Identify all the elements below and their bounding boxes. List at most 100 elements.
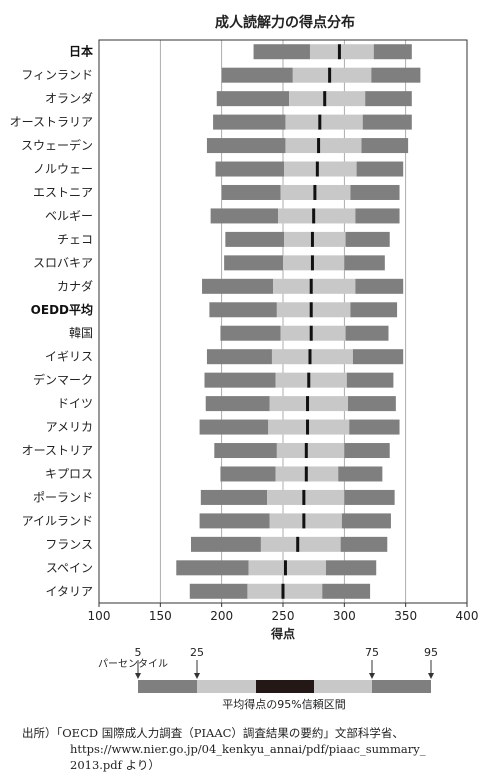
bar-outer-right: [325, 560, 377, 576]
category-label: エストニア: [33, 185, 93, 199]
bar-outer-left: [216, 91, 290, 107]
bar-outer-right: [341, 513, 391, 529]
bar-outer-right: [352, 349, 404, 365]
bar-outer-left: [204, 372, 276, 388]
bar-mean-marker: [307, 372, 311, 388]
bar-inner: [276, 302, 351, 318]
bar-outer-right: [349, 419, 400, 435]
category-label: 日本: [69, 44, 93, 59]
category-label: チェコ: [57, 232, 93, 246]
bar-outer-right: [345, 231, 390, 247]
bar-mean-marker: [281, 583, 285, 599]
bar-mean-marker: [323, 91, 327, 107]
bar-inner: [285, 138, 362, 154]
bar-inner: [276, 443, 345, 459]
bar-outer-right: [348, 396, 396, 412]
bar-outer-left: [215, 161, 285, 177]
legend-ci-label: 平均得点の95%信頼区間: [222, 698, 345, 711]
bar-outer-left: [221, 184, 281, 200]
bar-mean-marker: [310, 255, 314, 271]
category-label: イタリア: [45, 584, 93, 598]
category-label: ベルギー: [45, 209, 93, 223]
x-tick-label: 400: [456, 609, 479, 623]
bar-rows: [176, 44, 421, 599]
bar-outer-right: [340, 536, 388, 552]
category-label: アイルランド: [22, 514, 93, 528]
source-line-1: 出所）「OECD 国際成人力調査（PIAAC）調査結果の要約」文部科学省、: [22, 726, 404, 740]
bar-outer-right: [344, 255, 385, 271]
legend-p95-label: 95: [424, 646, 438, 659]
bar-outer-right: [355, 208, 400, 224]
bar-outer-left: [220, 466, 276, 482]
bar-outer-right: [362, 114, 412, 130]
bar-outer-left: [191, 536, 261, 552]
bar-mean-marker: [302, 489, 306, 505]
bar-outer-left: [199, 513, 270, 529]
x-axis: 100 150 200 250 300 350 400: [88, 39, 479, 623]
x-axis-label: 得点: [270, 626, 295, 641]
category-label: スペイン: [46, 561, 93, 575]
legend-p25-label: 25: [190, 646, 204, 659]
bar-mean-marker: [317, 138, 321, 154]
bar-mean-marker: [310, 231, 314, 247]
category-labels: 日本フィンランドオランダオーストラリアスウェーデンノルウェーエストニアベルギーチ…: [10, 44, 93, 599]
x-tick-label: 250: [272, 609, 295, 623]
legend-inner-right: [314, 680, 372, 693]
bar-outer-left: [253, 44, 310, 60]
legend-outer-left: [138, 680, 197, 693]
bar-inner: [292, 67, 372, 83]
bar-outer-right: [355, 278, 404, 294]
bar-inner: [284, 231, 346, 247]
legend-arrowheads: [135, 673, 434, 679]
bar-mean-marker: [315, 161, 319, 177]
bar-mean-marker: [309, 325, 313, 341]
bar-mean-marker: [337, 44, 341, 60]
bar-outer-left: [224, 255, 283, 271]
bar-inner: [271, 349, 353, 365]
bar-outer-right: [373, 44, 412, 60]
source-line-3: 2013.pdf より）: [70, 758, 160, 772]
bar-outer-right: [350, 184, 400, 200]
bar-inner: [269, 513, 342, 529]
legend-p5-label: 5: [135, 646, 142, 659]
bar-mean-marker: [309, 278, 313, 294]
legend: 5 25 75 95 パーセンタイル 平均得点の95%信頼区間: [98, 646, 438, 711]
bar-mean-marker: [304, 443, 308, 459]
category-label: デンマーク: [33, 372, 93, 387]
bar-outer-right: [344, 489, 395, 505]
category-label: スロバキア: [33, 256, 93, 270]
bar-outer-left: [200, 489, 268, 505]
bar-inner: [273, 278, 356, 294]
chart-title: 成人読解力の得点分布: [215, 14, 355, 31]
bar-outer-left: [205, 396, 270, 412]
bar-mean-marker: [312, 208, 316, 224]
bar-mean-marker: [302, 513, 306, 529]
legend-inner-left: [197, 680, 256, 693]
category-label: スウェーデン: [21, 138, 93, 153]
category-label: オーストリア: [22, 444, 93, 458]
bar-inner: [247, 583, 323, 599]
category-label: キプロス: [45, 467, 93, 481]
legend-p75-label: 75: [365, 646, 379, 659]
bar-mean-marker: [306, 419, 310, 435]
bar-inner: [289, 91, 366, 107]
source-note: 出所）「OECD 国際成人力調査（PIAAC）調査結果の要約」文部科学省、 ht…: [22, 725, 492, 773]
x-tick-label: 300: [333, 609, 356, 623]
bar-mean-marker: [283, 560, 287, 576]
bar-outer-right: [361, 138, 409, 154]
x-tick-label: 100: [88, 609, 111, 623]
legend-percentile-label: パーセンタイル: [98, 658, 168, 670]
x-tick-label: 350: [394, 609, 417, 623]
category-label: アメリカ: [46, 420, 93, 434]
bar-outer-right: [371, 67, 421, 83]
bar-inner: [309, 44, 374, 60]
bar-inner: [275, 372, 347, 388]
category-label: 韓国: [69, 326, 93, 340]
bar-inner: [260, 536, 341, 552]
bar-inner: [278, 208, 356, 224]
bar-mean-marker: [328, 67, 332, 83]
bar-inner: [284, 161, 357, 177]
legend-outer-right: [372, 680, 431, 693]
bar-outer-left: [210, 208, 279, 224]
bar-outer-left: [214, 443, 277, 459]
